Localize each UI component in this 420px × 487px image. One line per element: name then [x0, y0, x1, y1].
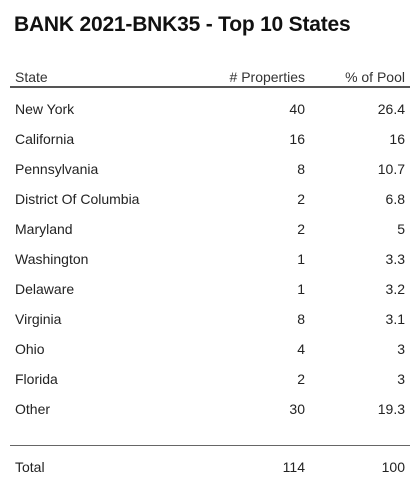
row-pct: 19.3	[377, 401, 405, 417]
row-state: Delaware	[15, 281, 75, 297]
page-title: BANK 2021-BNK35 - Top 10 States	[14, 13, 351, 36]
row-properties: 8	[297, 311, 305, 327]
row-pct: 3.2	[385, 281, 405, 297]
table-body: New York 40 26.4 California 16 16 Pennsylvania…	[10, 88, 410, 424]
total-row: Total 114 100	[10, 452, 410, 482]
row-state: Pennsylvania	[15, 161, 99, 177]
row-state: Florida	[15, 371, 58, 387]
states-table: State # Properties % of Pool New York 40 2…	[10, 62, 410, 424]
total-label: Total	[15, 459, 45, 475]
table-row: Virginia 8 3.1	[10, 304, 410, 334]
row-state: Maryland	[15, 221, 73, 237]
row-properties: 2	[297, 371, 305, 387]
row-state: New York	[15, 101, 75, 117]
table-row: Florida 2 3	[10, 364, 410, 394]
row-properties: 8	[297, 161, 305, 177]
table-row: Washington 1 3.3	[10, 244, 410, 274]
row-state: Washington	[15, 251, 89, 267]
table-row: New York 40 26.4	[10, 94, 410, 124]
table-row: Other 30 19.3	[10, 394, 410, 424]
total-pct: 100	[381, 459, 405, 475]
row-properties: 40	[289, 101, 305, 117]
column-header-state: State	[15, 69, 48, 85]
table-row: California 16 16	[10, 124, 410, 154]
row-properties: 30	[289, 401, 305, 417]
row-state: Virginia	[15, 311, 62, 327]
row-properties: 16	[289, 131, 305, 147]
row-properties: 4	[297, 341, 305, 357]
table-row: Ohio 4 3	[10, 334, 410, 364]
table-row: Pennsylvania 8 10.7	[10, 154, 410, 184]
row-pct: 10.7	[377, 161, 405, 177]
row-pct: 5	[397, 221, 405, 237]
row-pct: 16	[389, 131, 405, 147]
row-properties: 1	[297, 281, 305, 297]
row-properties: 1	[297, 251, 305, 267]
row-state: District Of Columbia	[15, 191, 140, 207]
row-pct: 6.8	[385, 191, 405, 207]
row-state: Other	[15, 401, 51, 417]
row-pct: 3	[397, 371, 405, 387]
row-properties: 2	[297, 191, 305, 207]
row-state: California	[15, 131, 75, 147]
row-pct: 3.3	[385, 251, 405, 267]
total-properties: 114	[282, 459, 305, 475]
row-pct: 3.1	[385, 311, 405, 327]
table-header: State # Properties % of Pool	[10, 62, 410, 88]
total-divider	[10, 445, 410, 446]
row-pct: 3	[397, 341, 405, 357]
row-state: Ohio	[15, 341, 45, 357]
row-pct: 26.4	[377, 101, 405, 117]
table-row: Maryland 2 5	[10, 214, 410, 244]
column-header-pct: % of Pool	[345, 69, 405, 85]
row-properties: 2	[297, 221, 305, 237]
table-row: Delaware 1 3.2	[10, 274, 410, 304]
table-row: District Of Columbia 2 6.8	[10, 184, 410, 214]
column-header-properties: # Properties	[229, 69, 305, 85]
